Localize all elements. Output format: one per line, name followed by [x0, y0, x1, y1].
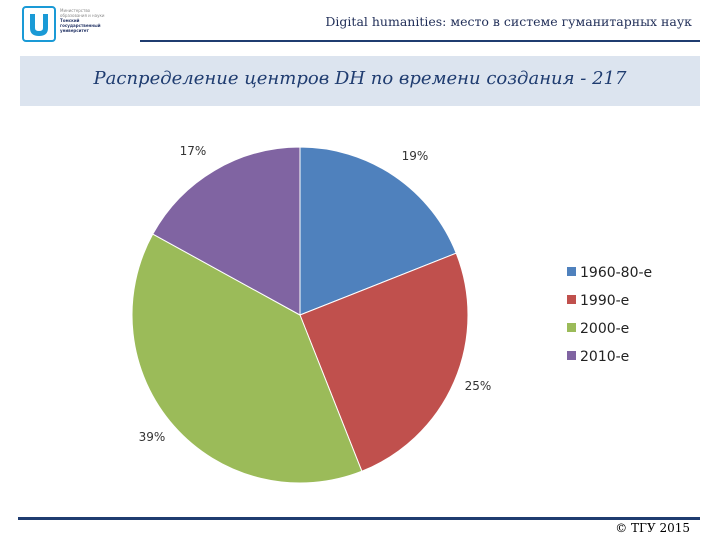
title-band: Распределение центров DH по времени созд…: [20, 56, 700, 106]
header-divider: [140, 40, 700, 42]
legend-label-4: 2010-е: [580, 349, 629, 365]
pie-slice-1: [299, 146, 457, 316]
pie-slice-4: [152, 146, 301, 316]
legend-swatch-3: [567, 323, 576, 332]
data-label-1: 19%: [402, 149, 429, 163]
data-label-4: 17%: [180, 144, 207, 158]
header-title: Digital humanities: место в системе гума…: [325, 14, 692, 29]
logo-name-3: университет: [60, 28, 89, 33]
legend-label-2: 1990-е: [580, 293, 629, 309]
university-shield-icon: [22, 6, 56, 42]
logo-line-2: образования и науки: [60, 13, 105, 18]
legend-swatch-2: [567, 295, 576, 304]
legend-label-3: 2000-е: [580, 321, 629, 337]
legend-swatch-4: [567, 351, 576, 360]
logo-name-1: Томский: [60, 18, 80, 23]
logo-line-1: Министерство: [60, 8, 91, 13]
legend-label-1: 1960-80-е: [580, 265, 652, 281]
university-logo: Министерство образования и науки Томский…: [22, 6, 132, 44]
logo-caption: Министерство образования и науки Томский…: [60, 8, 130, 33]
footer-copyright: © ТГУ 2015: [615, 521, 690, 535]
data-label-2: 25%: [465, 379, 492, 393]
pie-slice-2: [299, 252, 469, 472]
legend-swatch-1: [567, 267, 576, 276]
logo-name-2: государственный: [60, 23, 101, 28]
footer-divider: [18, 517, 700, 520]
data-label-3: 39%: [139, 430, 166, 444]
pie-slice-3: [131, 233, 363, 484]
slide-title: Распределение центров DH по времени созд…: [93, 68, 627, 89]
